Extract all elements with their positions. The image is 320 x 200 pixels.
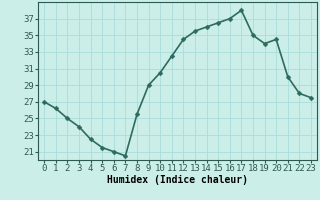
X-axis label: Humidex (Indice chaleur): Humidex (Indice chaleur) [107, 175, 248, 185]
